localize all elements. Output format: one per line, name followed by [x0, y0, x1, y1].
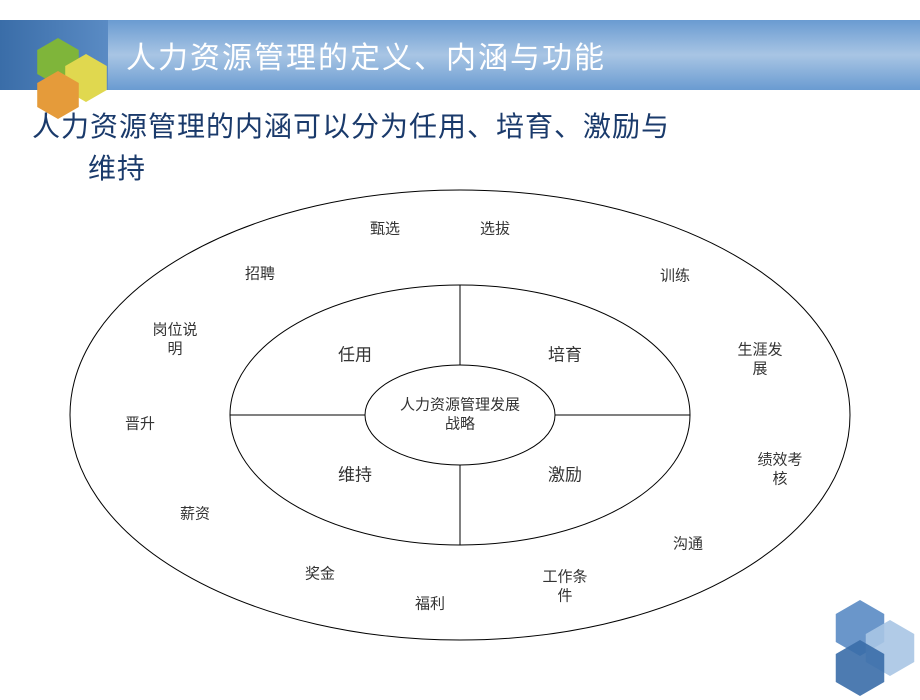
outer-label-3: 生涯发 展	[737, 341, 782, 379]
outer-label-2: 训练	[660, 268, 690, 287]
outer-label-1: 选拔	[480, 221, 510, 240]
quadrant-label-3: 维持	[338, 464, 372, 485]
outer-label-12: 招聘	[245, 266, 275, 285]
slide-header: 人力资源管理的定义、内涵与功能	[0, 20, 920, 90]
hr-ellipse-diagram: 人力资源管理发展 战略 任用 培育激励 维持 甄选 选拔训练生涯发 展绩效考 核沟通工作条…	[60, 185, 860, 665]
quadrant-label-1: 培育	[548, 344, 582, 365]
outer-label-5: 沟通	[673, 536, 703, 555]
quadrant-label-2: 激励	[548, 464, 582, 485]
outer-label-10: 晋升	[125, 416, 155, 435]
outer-label-6: 工作条 件	[542, 568, 587, 606]
header-main: 人力资源管理的定义、内涵与功能	[108, 20, 920, 90]
outer-label-4: 绩效考 核	[757, 451, 802, 489]
outer-label-0: 甄选	[370, 221, 400, 240]
outer-label-11: 岗位说 明	[152, 321, 197, 359]
slide-title: 人力资源管理的定义、内涵与功能	[126, 33, 606, 77]
decor-hex-corner	[820, 600, 920, 700]
quadrant-label-0: 任用	[338, 344, 372, 365]
slide-subtitle: 人力资源管理的内涵可以分为任用、培育、激励与 维持	[32, 106, 892, 190]
outer-label-9: 薪资	[180, 506, 210, 525]
subtitle-line2: 维持	[32, 148, 892, 190]
subtitle-line1: 人力资源管理的内涵可以分为任用、培育、激励与	[32, 111, 670, 142]
outer-label-7: 福利	[415, 596, 445, 615]
core-label: 人力资源管理发展 战略	[400, 396, 520, 434]
outer-label-8: 奖金	[305, 566, 335, 585]
